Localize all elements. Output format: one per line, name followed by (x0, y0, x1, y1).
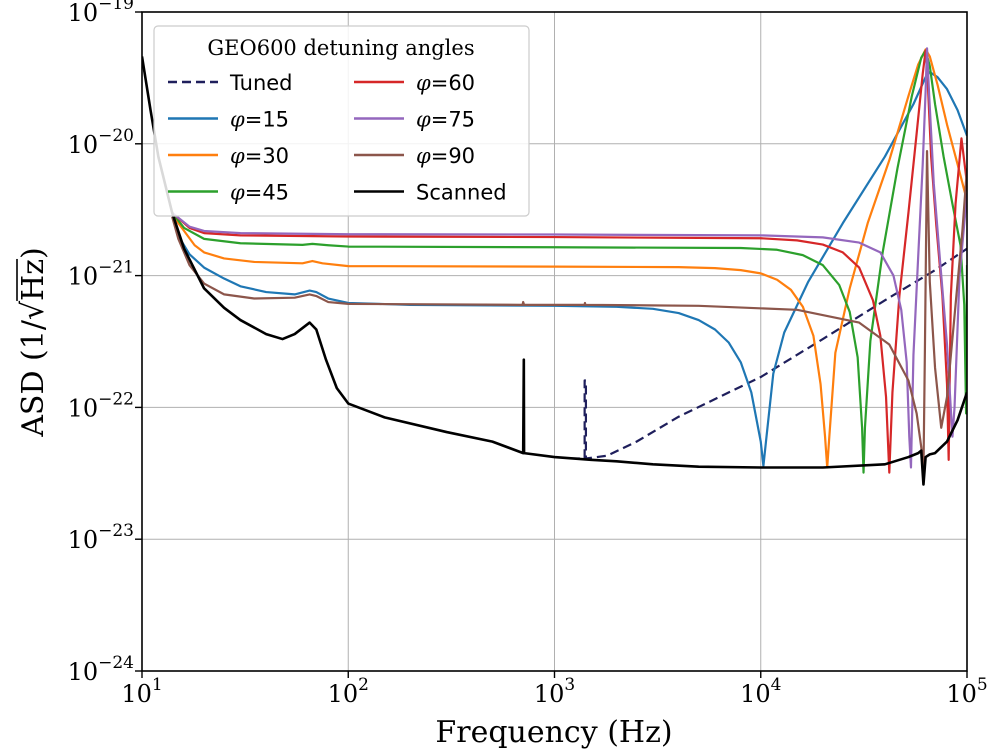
y-tick-exponent: −20 (98, 126, 134, 146)
legend-label: φ=60 (416, 71, 475, 95)
legend-label-symbol: φ (416, 108, 431, 132)
y-tick-base: 10 (68, 131, 99, 159)
x-tick-exponent: 4 (771, 675, 782, 695)
legend-label: φ=90 (416, 144, 475, 168)
y-tick-label: 10−19 (68, 0, 134, 27)
x-tick-base: 10 (740, 680, 771, 708)
legend-label-text: =15 (245, 108, 289, 132)
x-tick-base: 10 (534, 680, 565, 708)
y-tick-exponent: −24 (98, 653, 134, 673)
x-tick-base: 10 (121, 680, 152, 708)
y-axis-label: ASD (1/√Hz) (16, 247, 51, 438)
series-line (171, 47, 967, 469)
x-tick-label: 101 (121, 675, 162, 708)
legend-label-text: =45 (245, 181, 289, 205)
y-tick-label: 10−24 (68, 653, 134, 686)
legend-label-text: =60 (431, 71, 475, 95)
x-axis-label: Frequency (Hz) (435, 715, 672, 750)
legend-box (153, 25, 530, 217)
legend-label: φ=30 (230, 144, 289, 168)
x-tick-base: 10 (946, 680, 977, 708)
y-tick-base: 10 (68, 526, 99, 554)
legend-label-text: =90 (431, 144, 475, 168)
legend-label-symbol: φ (230, 181, 245, 205)
x-tick-label: 103 (534, 675, 575, 708)
y-tick-label: 10−20 (68, 126, 134, 159)
axis-ticks: 101 102 103 104 10510−1910−2010−2110−2210−23… (68, 0, 988, 708)
series-line (142, 56, 967, 486)
legend-label-symbol: φ (416, 71, 431, 95)
x-tick-exponent: 3 (564, 675, 575, 695)
legend-label-text: =30 (245, 144, 289, 168)
legend-label-text: =75 (431, 108, 475, 132)
y-tick-base: 10 (68, 263, 99, 291)
legend-label: Scanned (416, 181, 507, 205)
series-line (171, 49, 967, 474)
series-line (171, 70, 967, 467)
y-tick-exponent: −21 (98, 258, 134, 278)
legend-label-symbol: φ (230, 108, 245, 132)
series-line (171, 49, 967, 474)
legend-label: φ=75 (416, 108, 475, 132)
legend-label-symbol: φ (416, 144, 431, 168)
legend-label-symbol: φ (230, 144, 245, 168)
x-tick-base: 10 (328, 680, 359, 708)
y-axis-label-suffix: ) (16, 247, 51, 259)
x-tick-label: 105 (946, 675, 987, 708)
y-tick-label: 10−22 (68, 389, 134, 422)
y-axis-label-prefix: ASD (1/√ (16, 300, 51, 438)
series-line (171, 150, 967, 472)
legend-title: GEO600 detuning angles (207, 36, 474, 60)
legend-label-text: Scanned (416, 181, 507, 205)
y-tick-label: 10−23 (68, 521, 134, 554)
y-tick-label: 10−21 (68, 258, 134, 291)
series-layer (142, 47, 967, 486)
x-tick-exponent: 2 (358, 675, 369, 695)
y-tick-base: 10 (68, 0, 99, 27)
y-axis-label-radicand: Hz (16, 259, 51, 301)
y-tick-exponent: −19 (98, 0, 134, 14)
legend-label: Tuned (229, 71, 293, 95)
legend-label: φ=15 (230, 108, 289, 132)
y-tick-exponent: −22 (98, 389, 134, 409)
y-tick-base: 10 (68, 394, 99, 422)
x-tick-exponent: 1 (152, 675, 163, 695)
legend-label-text: Tuned (229, 71, 293, 95)
x-tick-label: 104 (740, 675, 781, 708)
legend-label: φ=45 (230, 181, 289, 205)
x-tick-exponent: 5 (977, 675, 988, 695)
y-axis-label-text: ASD (1/√Hz) (16, 247, 51, 438)
y-tick-exponent: −23 (98, 521, 134, 541)
y-tick-base: 10 (68, 658, 99, 686)
x-tick-label: 102 (328, 675, 369, 708)
legend: GEO600 detuning angles Tunedφ=15φ=30φ=45… (153, 25, 530, 217)
